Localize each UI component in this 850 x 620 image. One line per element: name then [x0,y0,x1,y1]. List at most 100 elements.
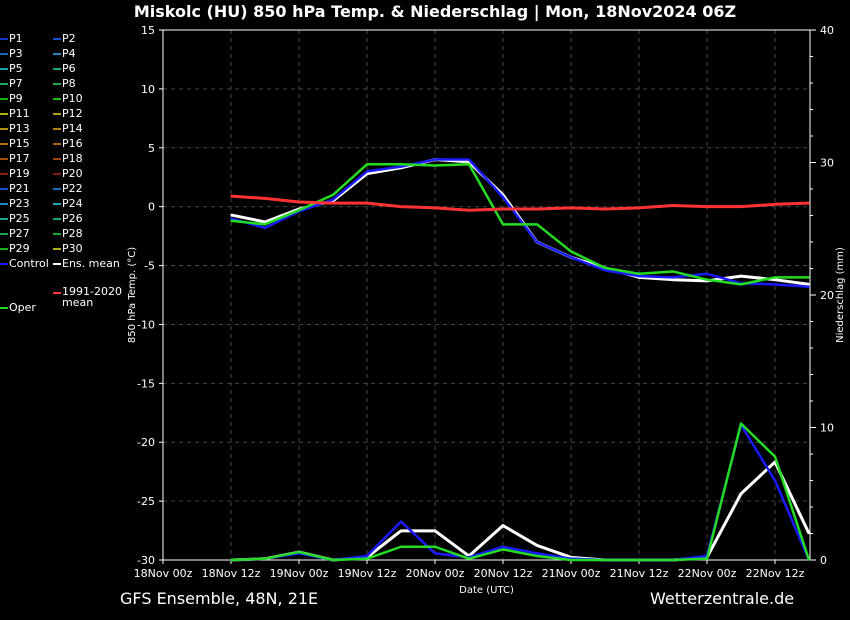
data-point [366,557,368,560]
data-point [706,273,708,275]
legend-label: Control [9,257,49,270]
data-point [706,205,708,208]
legend-label: P29 [9,242,30,255]
x-tick-label: 21Nov 00z [542,567,601,580]
data-point [774,276,776,279]
legend-item: P8 [53,77,76,91]
legend-item: P25 [0,212,30,226]
y-tick-label: -30 [137,554,155,567]
legend-item: P21 [0,182,30,196]
legend-swatch [0,158,8,160]
legend-label: P2 [62,32,76,45]
x-tick-label: 18Nov 00z [134,567,193,580]
legend-item: P6 [53,62,76,76]
legend-item: P13 [0,122,30,136]
data-point [230,220,232,222]
legend-label: P10 [62,92,83,105]
y-tick-label: -25 [137,495,155,508]
x-tick-label: 19Nov 12z [338,567,397,580]
legend-swatch [0,263,8,265]
data-point [230,217,232,220]
legend-item: P7 [0,77,23,91]
legend-item: Control [0,257,49,271]
legend-item: P11 [0,107,30,121]
legend-item: P12 [53,107,83,121]
legend-item: P22 [53,182,83,196]
data-point [298,551,300,553]
y-tick-label: -20 [137,436,155,449]
data-point [638,273,640,275]
legend-swatch [53,113,61,115]
legend-item: P9 [0,92,23,106]
legend-item: P16 [53,137,83,151]
legend-item: P23 [0,197,30,211]
legend-swatch [0,203,8,205]
legend-item: P30 [53,242,83,256]
data-point [298,209,300,211]
y2-tick-label: 10 [820,422,834,435]
legend-label: P7 [9,77,23,90]
legend-label: P25 [9,212,30,225]
data-point [740,422,742,425]
legend-label: P11 [9,107,30,120]
data-point [570,256,572,259]
data-point [332,194,334,196]
data-point [808,276,810,279]
data-point [264,221,266,223]
legend-item: P19 [0,167,30,181]
data-point [468,209,470,211]
legend-item: P29 [0,242,30,256]
legend-label: P21 [9,182,30,195]
y2-tick-label: 30 [820,157,834,170]
legend-label: P20 [62,167,83,180]
legend-swatch [53,203,61,205]
legend-label: P27 [9,227,30,240]
legend-item: P24 [53,197,83,211]
y-tick-label: 15 [141,24,155,37]
data-point [706,557,708,560]
legend-swatch [53,263,61,265]
data-point [434,158,436,161]
data-point [502,196,504,199]
legend-swatch [0,38,8,40]
x-tick-label: 20Nov 00z [406,567,465,580]
data-point [434,530,436,532]
legend-label: P14 [62,122,83,135]
legend-swatch [53,291,61,294]
legend-item: P2 [53,32,76,46]
data-point [332,202,334,204]
legend-label: P16 [62,137,83,150]
x-axis-label: Date (UTC) [459,585,514,596]
data-point [604,559,606,561]
y2-tick-label: 20 [820,289,834,302]
legend-item: P3 [0,47,23,61]
legend-swatch [0,188,8,190]
legend-label: P4 [62,47,76,60]
data-point [230,214,232,216]
legend-label: P15 [9,137,30,150]
legend-label: P24 [62,197,83,210]
model-info: GFS Ensemble, 48N, 21E [120,589,319,608]
data-point [672,276,674,279]
legend-label: P26 [62,212,83,225]
legend-swatch [0,173,8,175]
data-point [434,545,436,548]
legend-swatch [0,83,8,85]
legend-label: P3 [9,47,23,60]
data-point [264,557,266,560]
data-point [332,198,334,201]
x-tick-label: 21Nov 12z [610,567,669,580]
legend-item: P27 [0,227,30,241]
data-point [774,278,776,281]
chart-title: Miskolc (HU) 850 hPa Temp. & Niederschla… [133,2,737,21]
data-point [808,559,810,561]
data-point [706,278,708,281]
data-point [536,223,538,226]
data-point [774,283,776,286]
data-point [434,207,436,209]
legend-label: P6 [62,62,76,75]
legend-label: P23 [9,197,30,210]
data-point [808,532,810,535]
data-point [536,241,538,243]
